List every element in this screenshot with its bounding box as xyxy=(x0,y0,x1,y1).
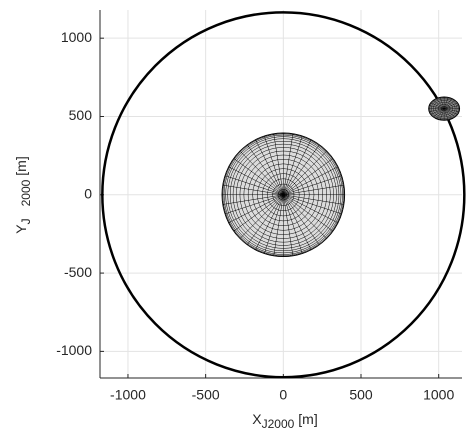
x-axis-label-text: XJ2000 [m] xyxy=(252,411,318,431)
body xyxy=(428,96,461,121)
mesh-meridian xyxy=(439,97,445,109)
mesh-meridian xyxy=(283,139,312,195)
mesh-meridian xyxy=(233,158,284,195)
mesh-meridian xyxy=(283,194,320,245)
mesh-meridian xyxy=(430,102,445,109)
mesh-meridian xyxy=(433,100,445,109)
x-label-sub: J2000 xyxy=(262,417,295,431)
y-tick-label: -1000 xyxy=(56,342,92,358)
y-tick-label: 500 xyxy=(69,107,93,123)
mesh-meridian xyxy=(247,144,284,195)
mesh-meridian xyxy=(283,144,320,195)
y-axis-label-text: YJ 2000 [m] xyxy=(13,156,33,234)
y-label-main: Y xyxy=(13,224,29,234)
mesh-meridian xyxy=(439,108,445,121)
mesh-meridian xyxy=(273,133,284,195)
orbit xyxy=(101,11,466,379)
mesh-meridian xyxy=(264,194,284,254)
mesh-meridian xyxy=(255,139,284,195)
mesh-meridian xyxy=(283,194,312,251)
mesh-meridian xyxy=(444,105,460,109)
mesh-meridian xyxy=(444,102,458,109)
mesh-meridian xyxy=(429,108,445,112)
body xyxy=(221,132,346,258)
mesh-meridian xyxy=(283,194,327,239)
mesh-meridian xyxy=(283,166,339,196)
mesh-meridian xyxy=(430,108,445,115)
mesh-meridian xyxy=(239,194,284,239)
mesh-meridian xyxy=(273,194,284,256)
mesh-meridian xyxy=(233,194,284,232)
mesh-meridian xyxy=(429,105,445,109)
y-tick-label: 1000 xyxy=(61,29,92,45)
mesh-meridian xyxy=(444,108,458,115)
mesh-meridian xyxy=(264,135,284,195)
mesh-meridian xyxy=(443,97,449,109)
y-axis-label: YJ 2000 [m] xyxy=(13,156,33,234)
mesh-meridian xyxy=(222,184,284,196)
mesh-meridian xyxy=(283,133,294,195)
mesh-meridian xyxy=(283,135,303,195)
x-label-unit: [m] xyxy=(298,411,317,427)
mesh-meridian xyxy=(283,150,327,195)
x-tick-label: -500 xyxy=(192,387,220,403)
x-tick-label: 500 xyxy=(349,387,373,403)
x-tick-label: -1000 xyxy=(110,387,146,403)
x-tick-label: 1000 xyxy=(423,387,454,403)
mesh-meridian xyxy=(283,194,334,232)
x-label-main: X xyxy=(252,411,262,427)
mesh-meridian xyxy=(255,194,284,251)
mesh-meridian xyxy=(283,194,339,224)
mesh-meridian xyxy=(228,166,284,196)
mesh-meridian xyxy=(239,150,284,195)
y-label-sub2: 2000 xyxy=(19,179,33,206)
mesh-meridian xyxy=(283,158,334,195)
mesh-meridian xyxy=(283,194,342,215)
mesh-meridian xyxy=(283,184,344,196)
mesh-meridian xyxy=(224,175,284,196)
mesh-meridian xyxy=(443,108,453,119)
mesh-meridian xyxy=(247,194,284,245)
y-label-sub: J xyxy=(19,218,33,224)
mesh-meridian xyxy=(433,108,445,118)
mesh-meridian xyxy=(436,98,445,109)
mesh-meridian xyxy=(443,98,453,109)
mesh-meridian xyxy=(444,108,456,118)
mesh-meridian xyxy=(436,108,445,119)
y-tick-label: 0 xyxy=(84,185,92,201)
mesh-meridian xyxy=(224,194,284,215)
y-label-unit: [m] xyxy=(13,156,29,175)
mesh-meridian xyxy=(443,108,449,121)
mesh-meridian xyxy=(283,194,303,254)
mesh-meridian xyxy=(283,194,294,256)
mesh-meridian xyxy=(222,194,284,205)
mesh-meridian xyxy=(283,175,342,196)
x-tick-label: 0 xyxy=(279,387,287,403)
mesh-meridian xyxy=(444,108,460,112)
mesh-meridian xyxy=(283,194,344,205)
mesh-meridian xyxy=(444,100,456,109)
x-axis-label: XJ2000 [m] xyxy=(252,411,318,431)
mesh-meridian xyxy=(228,194,284,224)
y-tick-label: -500 xyxy=(64,264,92,280)
